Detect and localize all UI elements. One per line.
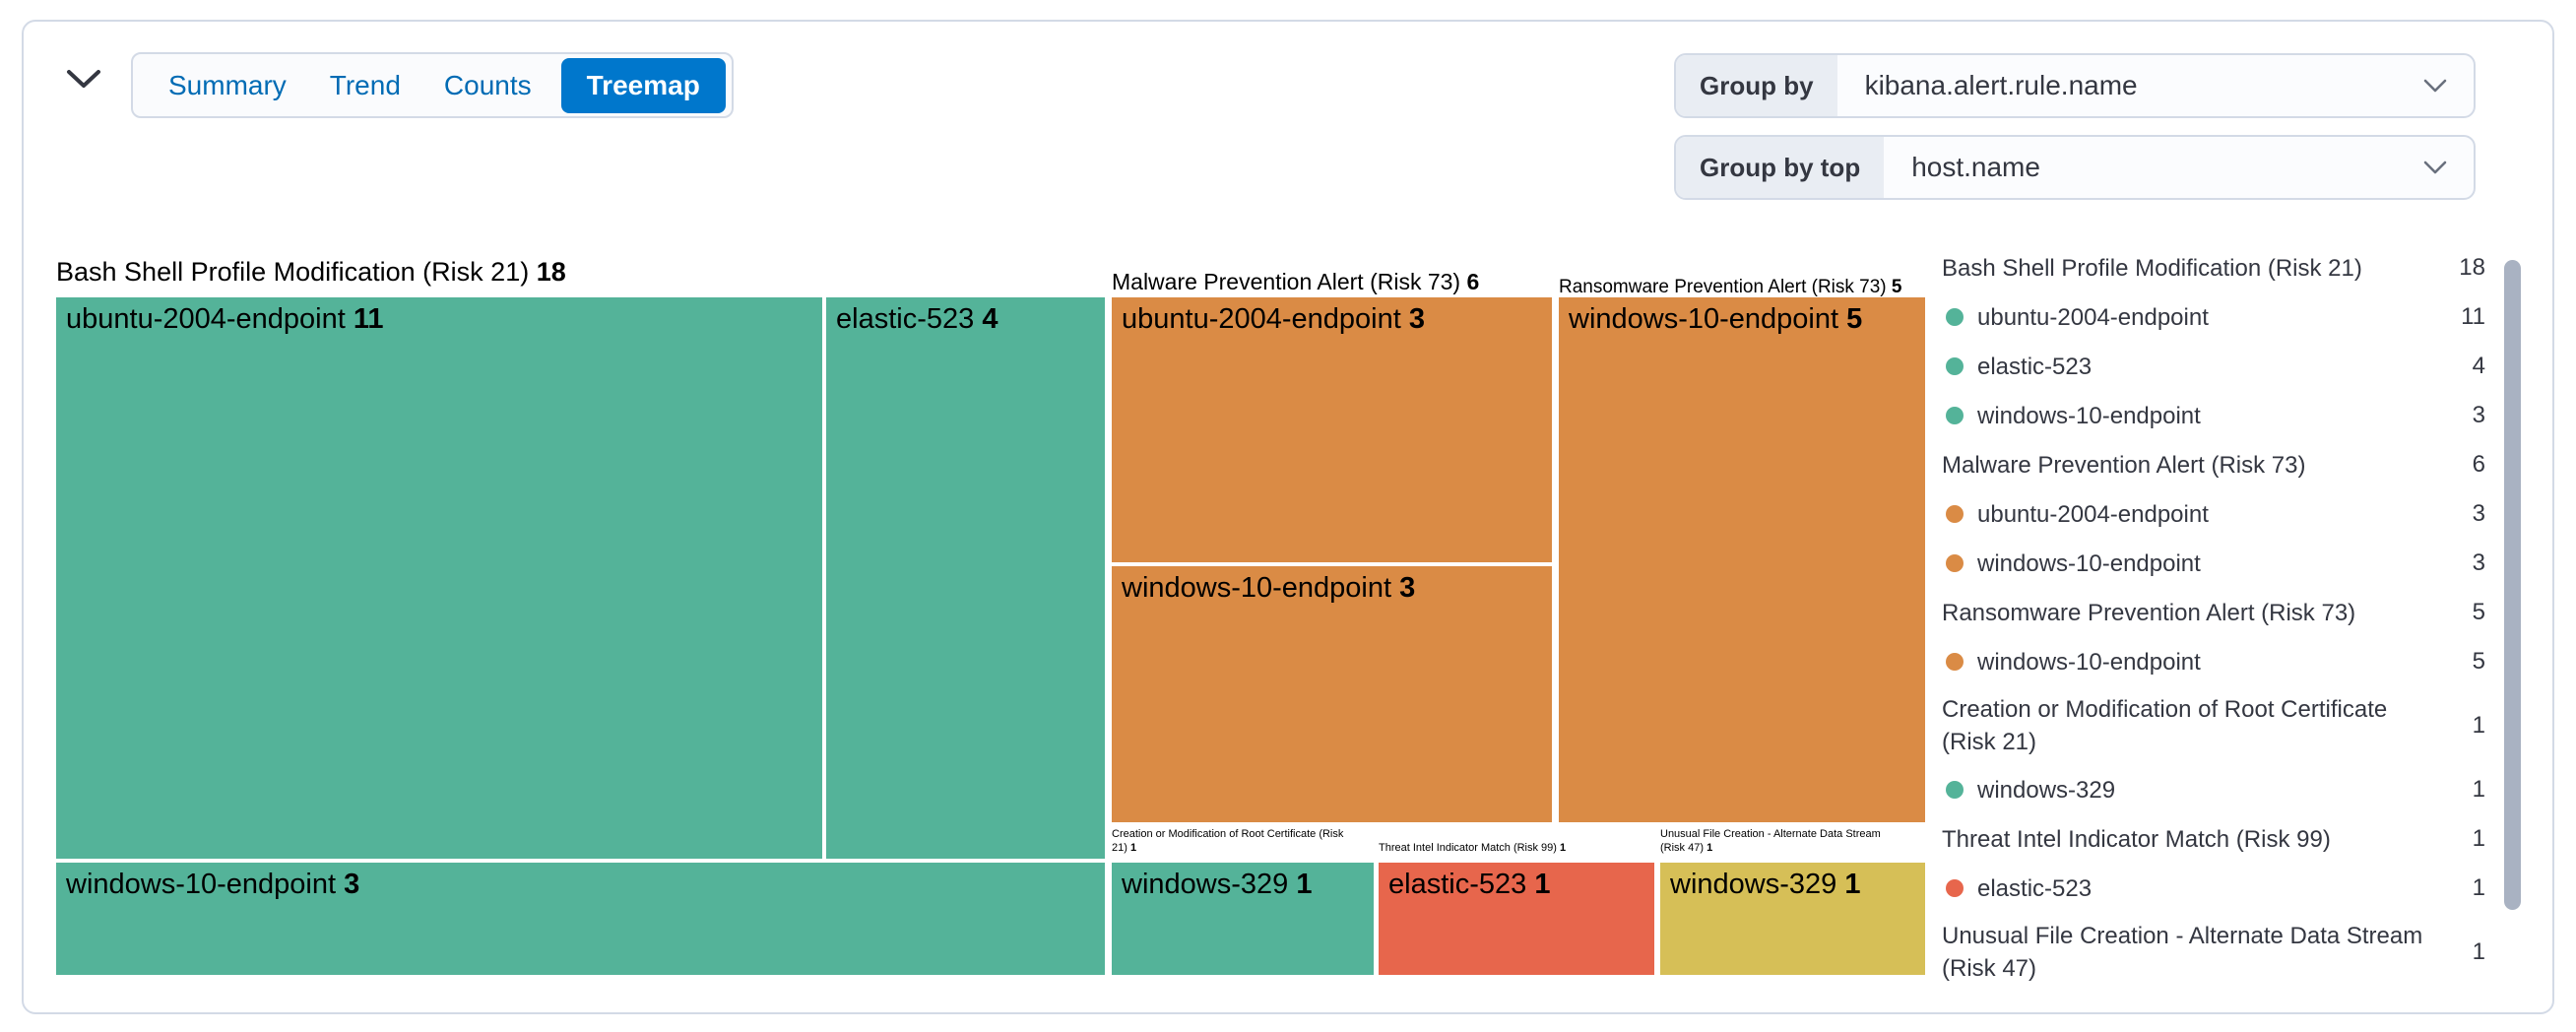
tab-summary[interactable]: Summary <box>147 58 308 113</box>
view-mode-button-group: Summary Trend Counts Treemap <box>131 52 734 118</box>
treemap-cell[interactable]: windows-329 1 <box>1112 863 1374 975</box>
legend-dot-icon <box>1946 781 1964 799</box>
treemap-group-header: Threat Intel Indicator Match (Risk 99) 1 <box>1379 842 1567 854</box>
legend-dot-icon <box>1946 879 1964 897</box>
legend-dot-icon <box>1946 357 1964 375</box>
treemap-group-header: Malware Prevention Alert (Risk 73) 6 <box>1112 269 1480 294</box>
legend-item-row[interactable]: windows-10-endpoint 3 <box>1942 539 2485 588</box>
legend-group-row[interactable]: Unusual File Creation - Alternate Data S… <box>1942 923 2485 982</box>
legend-item-row[interactable]: ubuntu-2004-endpoint 3 <box>1942 489 2485 539</box>
treemap-cell[interactable]: windows-10-endpoint 3 <box>1112 566 1552 822</box>
legend-item-row[interactable]: ubuntu-2004-endpoint 11 <box>1942 292 2485 342</box>
legend-dot-icon <box>1946 407 1964 424</box>
group-by-prepend-label: Group by <box>1676 55 1837 116</box>
treemap-cell[interactable]: elastic-523 4 <box>826 297 1105 859</box>
tab-counts[interactable]: Counts <box>422 58 553 113</box>
treemap-cell[interactable]: windows-10-endpoint 3 <box>56 863 1105 975</box>
treemap-cell[interactable]: ubuntu-2004-endpoint 11 <box>56 297 822 859</box>
treemap-cell[interactable]: ubuntu-2004-endpoint 3 <box>1112 297 1552 562</box>
legend-dot-icon <box>1946 653 1964 671</box>
treemap-group-header: Unusual File Creation - Alternate Data S… <box>1660 828 1881 854</box>
legend-item-row[interactable]: windows-10-endpoint 3 <box>1942 391 2485 440</box>
legend-group-row[interactable]: Bash Shell Profile Modification (Risk 21… <box>1942 254 2485 282</box>
collapse-section-button[interactable] <box>57 53 110 104</box>
chevron-down-icon <box>2423 161 2447 174</box>
legend-scrollbar-thumb[interactable] <box>2504 260 2521 910</box>
group-by-top-prepend-label: Group by top <box>1676 137 1885 198</box>
chart-legend: Bash Shell Profile Modification (Risk 21… <box>1942 243 2485 992</box>
legend-item-row[interactable]: elastic-523 4 <box>1942 342 2485 391</box>
legend-group-row[interactable]: Ransomware Prevention Alert (Risk 73) 5 <box>1942 599 2485 626</box>
treemap-cell[interactable]: windows-329 1 <box>1660 863 1925 975</box>
legend-item-row[interactable]: windows-10-endpoint 5 <box>1942 637 2485 686</box>
treemap-group-header: Bash Shell Profile Modification (Risk 21… <box>56 257 566 287</box>
legend-dot-icon <box>1946 505 1964 523</box>
group-by-top-select[interactable]: Group by top host.name <box>1674 135 2476 200</box>
legend-group-row[interactable]: Threat Intel Indicator Match (Risk 99) 1 <box>1942 825 2485 853</box>
legend-group-row[interactable]: Malware Prevention Alert (Risk 73) 6 <box>1942 451 2485 479</box>
legend-dot-icon <box>1946 308 1964 326</box>
chevron-down-icon <box>2423 79 2447 93</box>
tab-treemap[interactable]: Treemap <box>560 57 726 113</box>
legend-group-row[interactable]: Creation or Modification of Root Certifi… <box>1942 696 2485 755</box>
legend-item-row[interactable]: elastic-523 1 <box>1942 864 2485 913</box>
tab-trend[interactable]: Trend <box>308 58 422 113</box>
legend-item-row[interactable]: windows-329 1 <box>1942 765 2485 814</box>
chevron-down-icon <box>67 70 100 88</box>
treemap-group-header: Ransomware Prevention Alert (Risk 73) 5 <box>1559 277 1902 297</box>
group-by-top-value: host.name <box>1911 152 2040 182</box>
treemap-cell[interactable]: elastic-523 1 <box>1379 863 1654 975</box>
treemap-cell[interactable]: windows-10-endpoint 5 <box>1559 297 1925 822</box>
treemap-group-header: Creation or Modification of Root Certifi… <box>1112 828 1344 854</box>
group-by-value: kibana.alert.rule.name <box>1864 70 2138 100</box>
legend-dot-icon <box>1946 554 1964 572</box>
group-by-select[interactable]: Group by kibana.alert.rule.name <box>1674 53 2476 118</box>
